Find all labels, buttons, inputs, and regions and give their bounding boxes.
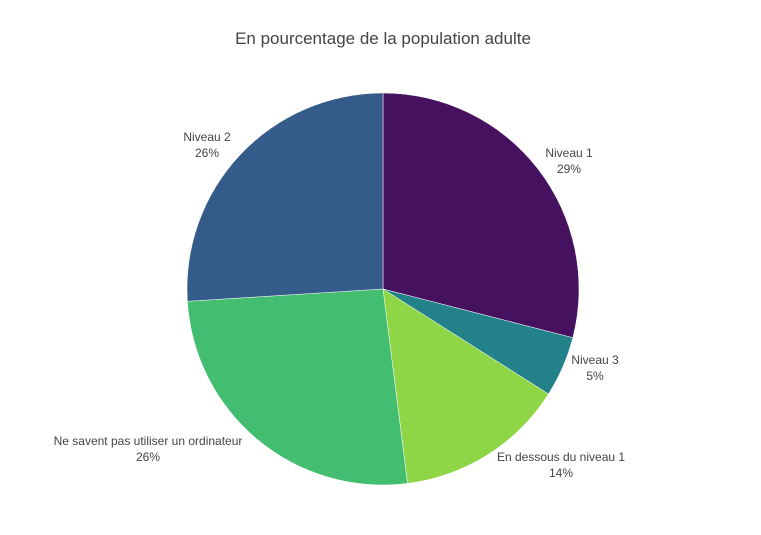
pie-slice-2[interactable] <box>382 288 549 484</box>
slice-label-percent: 14% <box>549 466 573 480</box>
chart-title: En pourcentage de la population adulte <box>235 29 531 48</box>
slice-label-percent: 26% <box>136 450 160 464</box>
slice-label: Niveau 2 26% <box>183 130 231 160</box>
slice-label-name: Ne savent pas utiliser un ordinateur <box>54 434 243 448</box>
slice-label-name: Niveau 2 <box>183 130 231 144</box>
slice-label-percent: 29% <box>557 162 581 176</box>
pie-slice-0[interactable] <box>382 92 580 339</box>
slice-label-percent: 26% <box>195 146 219 160</box>
slice-label-percent: 5% <box>586 369 604 383</box>
slice-label-name: Niveau 3 <box>571 353 619 367</box>
slice-label-name: En dessous du niveau 1 <box>497 450 625 464</box>
slice-label-name: Niveau 1 <box>545 146 593 160</box>
pie-slice-4[interactable] <box>186 92 384 302</box>
slice-label: En dessous du niveau 1 14% <box>497 450 625 480</box>
slice-label: Niveau 1 29% <box>545 146 593 176</box>
slice-label: Ne savent pas utiliser un ordinateur 26% <box>54 434 243 464</box>
pie-slice-3[interactable] <box>187 288 408 486</box>
slice-label: Niveau 3 5% <box>571 353 619 383</box>
